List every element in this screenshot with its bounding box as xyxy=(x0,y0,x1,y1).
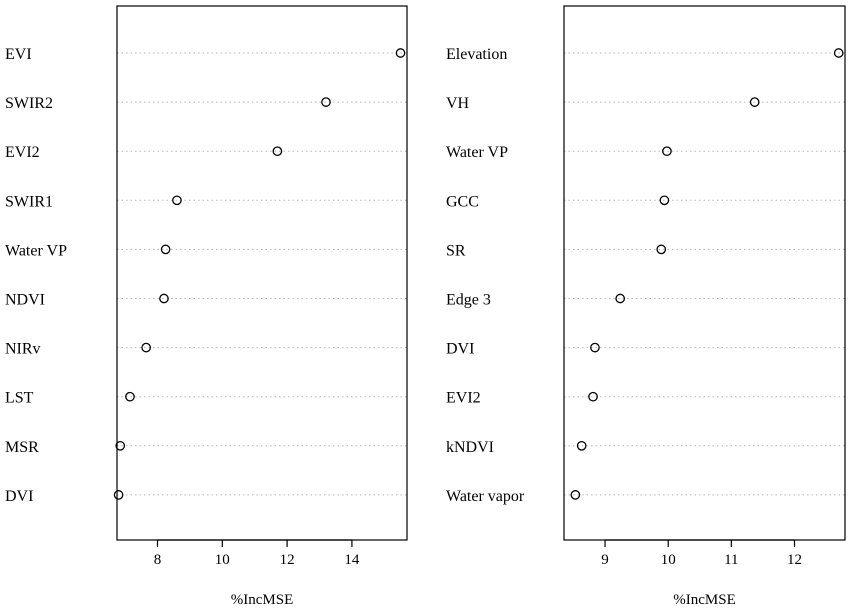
data-point xyxy=(159,293,169,304)
data-point xyxy=(321,97,331,107)
category-label: NIRv xyxy=(5,341,41,358)
x-tick-label: 11 xyxy=(724,552,738,568)
data-point xyxy=(125,391,135,402)
category-label: SR xyxy=(446,242,466,259)
data-point xyxy=(615,293,626,304)
category-label: Edge 3 xyxy=(446,292,491,309)
data-point xyxy=(576,440,587,451)
chart-panel-1: EVI SWIR2 EVI2 SWIR1 Water VP NDVI NIRv LST MSR D… xyxy=(5,5,408,608)
category-label: EVI2 xyxy=(446,390,481,407)
category-label: EVI2 xyxy=(5,144,40,161)
category-label: MSR xyxy=(5,439,39,456)
x-tick-label: 10 xyxy=(661,552,676,568)
category-label: kNDVI xyxy=(446,439,494,456)
plot-frame xyxy=(116,5,408,541)
data-point xyxy=(659,195,670,206)
x-axis-title: %IncMSE xyxy=(673,592,736,608)
data-point xyxy=(590,342,600,353)
category-label: NDVI xyxy=(5,292,45,309)
data-point xyxy=(749,97,760,107)
x-tick-label: 9 xyxy=(601,552,609,568)
chart-panel-2: Elevation VH Water VP GCC SR Edge 3 DVI EVI2 kND… xyxy=(446,5,846,608)
data-point xyxy=(570,490,581,500)
data-point xyxy=(662,146,672,157)
category-label: Elevation xyxy=(446,46,507,63)
data-point xyxy=(115,440,126,451)
category-label: SWIR1 xyxy=(5,193,53,210)
x-tick-label: 12 xyxy=(280,552,295,568)
x-tick-label: 10 xyxy=(215,552,230,568)
data-point xyxy=(272,146,283,157)
category-label: Water vapor xyxy=(446,488,525,505)
data-point xyxy=(588,391,598,402)
x-tick-label: 14 xyxy=(344,552,360,568)
x-tick-label: 12 xyxy=(787,552,802,568)
data-point xyxy=(656,244,667,255)
x-tick-label: 8 xyxy=(154,552,162,568)
category-label: DVI xyxy=(446,341,474,358)
category-label: Water VP xyxy=(446,144,508,161)
category-label: SWIR2 xyxy=(5,95,53,112)
data-point xyxy=(113,490,124,500)
category-label: LST xyxy=(5,390,34,407)
data-point xyxy=(141,342,152,353)
data-point xyxy=(160,244,171,255)
category-label: EVI xyxy=(5,46,32,63)
data-point xyxy=(395,48,406,58)
category-label: Water VP xyxy=(5,242,67,259)
category-label: VH xyxy=(446,95,470,112)
category-label: GCC xyxy=(446,193,479,210)
data-point xyxy=(172,195,182,206)
category-label: DVI xyxy=(5,488,33,505)
data-point xyxy=(833,48,844,58)
x-axis-title: %IncMSE xyxy=(231,592,294,608)
plot-frame xyxy=(563,5,846,541)
